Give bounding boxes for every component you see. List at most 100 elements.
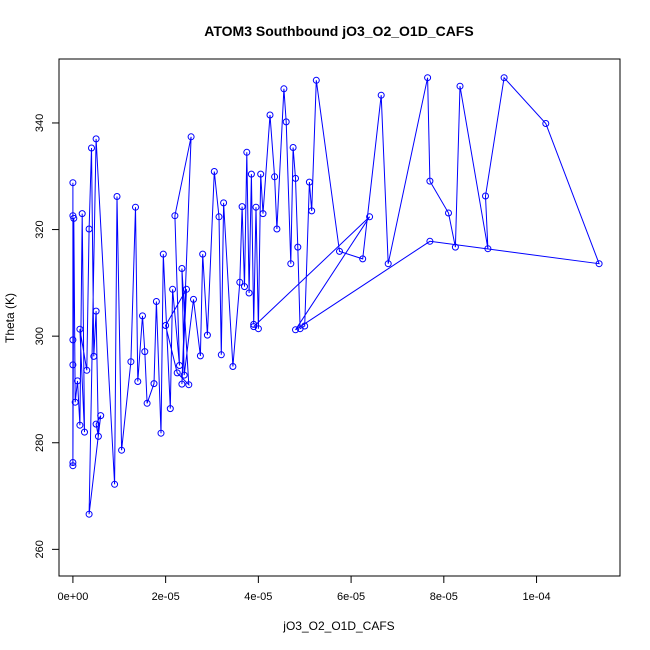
data-point [359,255,367,263]
x-tick-label: 8e-05 [430,591,458,603]
data-point [134,378,142,385]
data-point [426,237,434,245]
data-point [178,265,186,272]
data-point [245,289,253,297]
data-point [69,361,77,369]
data-point [252,203,260,211]
y-axis: 260 280 300 320 340 [34,114,60,559]
data-point [69,179,77,187]
x-tick-label: 6e-05 [337,591,365,603]
data-point [456,82,464,90]
data-points [69,74,603,518]
data-point [273,225,281,233]
data-point [152,298,160,305]
data-point [220,199,228,207]
x-tick-label: 2e-05 [152,591,180,603]
data-point [366,213,374,221]
data-point [595,260,603,268]
data-point [69,336,77,344]
data-point [183,285,190,293]
data-point [127,358,135,366]
data-point [187,133,195,141]
data-point [150,380,158,388]
data-point [445,209,452,217]
data-point [196,352,204,360]
data-point [118,446,126,454]
data-point [185,381,193,389]
data-point [143,399,151,407]
data-point [482,192,489,200]
data-point [484,245,492,253]
y-tick-label: 280 [34,434,46,452]
data-point [229,363,237,370]
x-axis: 0e+00 2e-05 4e-05 6e-05 8e-05 1e-04 [57,575,551,603]
data-point [247,170,255,178]
data-point [159,250,167,258]
data-point [500,74,508,82]
data-point [71,398,79,406]
data-point [97,412,105,420]
data-point [294,243,302,251]
data-point [176,362,183,369]
data-point [287,260,295,268]
data-point [215,213,223,221]
data-point [292,326,299,334]
data-point [78,210,86,218]
data-point [173,369,181,377]
data-point [250,320,258,328]
data-point [132,203,139,211]
y-tick-label: 340 [34,114,46,132]
data-point [271,173,279,181]
data-point [141,348,149,356]
data-point [171,212,179,220]
data-point [76,325,84,333]
data-point [377,91,385,99]
data-point [169,285,177,293]
data-point [217,351,225,359]
chart-title: ATOM3 Southbound jO3_O2_O1D_CAFS [204,23,473,39]
x-axis-label: jO3_O2_O1D_CAFS [282,619,394,633]
data-point [236,278,244,286]
data-point [424,74,432,82]
data-point [113,193,121,200]
data-point [259,210,267,218]
data-point [384,260,392,268]
data-point [426,177,434,185]
y-tick-label: 260 [34,540,46,558]
data-point [190,295,197,303]
data-point [241,283,248,291]
data-point [139,312,146,320]
data-point [250,323,258,331]
data-point [199,250,207,258]
data-point [70,214,78,222]
data-point [94,432,102,440]
data-point [162,322,170,329]
y-tick-label: 320 [34,220,46,238]
data-point [157,429,165,437]
data-point [289,144,297,151]
data-point [312,76,320,84]
data-point [90,352,98,360]
data-point [210,168,218,175]
data-point [305,178,313,186]
data-point [243,148,251,156]
data-point [69,462,77,470]
data-point [308,207,316,215]
y-axis-label: Theta (K) [3,293,17,343]
series-line [72,76,600,515]
data-point [257,170,265,178]
data-point [280,85,288,93]
data-point [88,144,95,152]
data-point [238,203,246,211]
data-point [266,111,274,119]
y-tick-label: 300 [34,327,46,345]
data-point [166,405,174,413]
data-point [451,243,459,251]
data-point [85,510,93,518]
data-point [92,135,100,143]
data-point [92,420,100,428]
data-point [92,307,100,315]
data-point [69,459,77,466]
plot-frame [58,58,621,577]
